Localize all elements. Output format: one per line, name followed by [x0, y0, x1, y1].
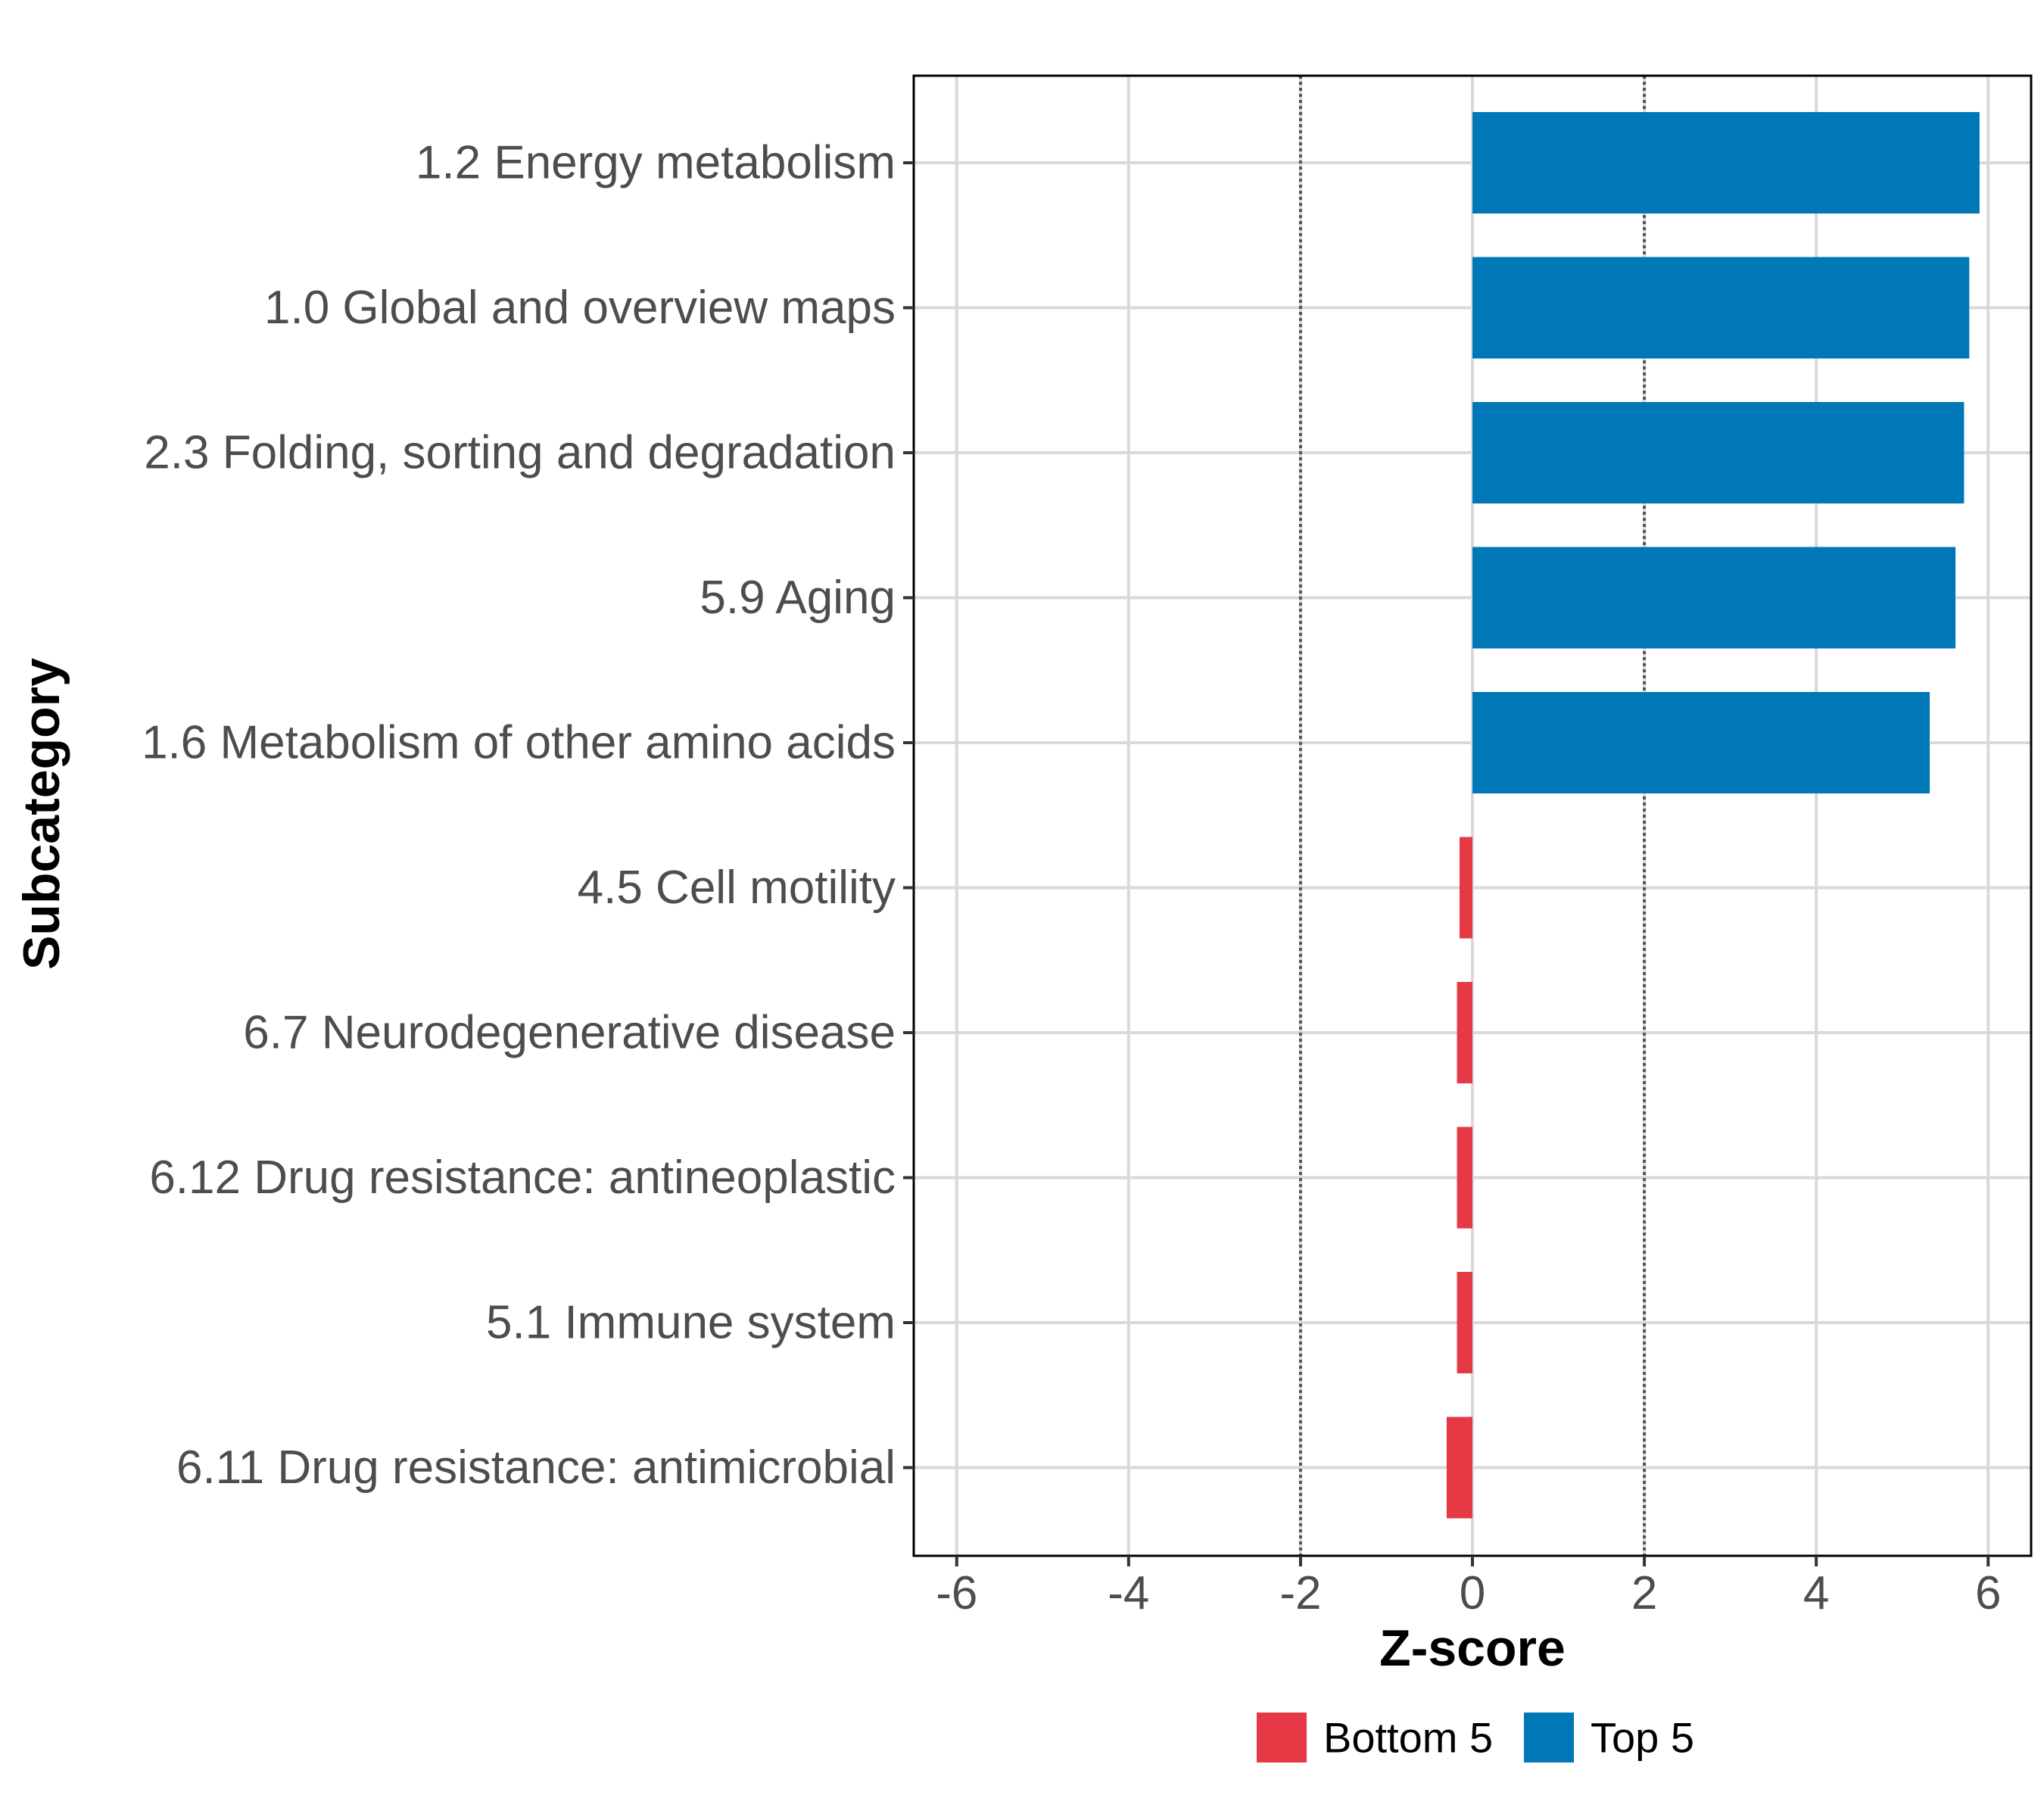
- y-tick-label: 1.2 Energy metabolism: [416, 137, 896, 189]
- legend: Bottom 5 Top 5: [1257, 1713, 1694, 1762]
- x-tick-label: 0: [1460, 1567, 1485, 1619]
- y-tick-label: 5.9 Aging: [700, 572, 896, 624]
- bar: [1472, 257, 1970, 359]
- bar: [1457, 982, 1472, 1083]
- y-tick-label: 2.3 Folding, sorting and degradation: [144, 427, 896, 479]
- y-tick-label: 4.5 Cell motility: [578, 862, 896, 914]
- y-tick-label: 1.0 Global and overview maps: [264, 282, 896, 334]
- y-axis-ticks: 1.2 Energy metabolism 1.0 Global and over…: [142, 137, 914, 1494]
- x-tick-label: -2: [1279, 1567, 1321, 1619]
- bar: [1472, 547, 1956, 649]
- x-tick-label: 6: [1975, 1567, 2001, 1619]
- legend-label: Bottom 5: [1323, 1714, 1493, 1762]
- bar: [1457, 1272, 1472, 1373]
- x-tick-label: 4: [1803, 1567, 1829, 1619]
- x-axis-title: Z-score: [1379, 1619, 1566, 1677]
- bar: [1472, 692, 1930, 793]
- bar: [1472, 402, 1965, 503]
- y-tick-label: 6.7 Neurodegenerative disease: [243, 1007, 896, 1059]
- bar: [1472, 112, 1980, 213]
- y-axis-title: Subcategory: [13, 658, 70, 970]
- legend-swatch: [1257, 1713, 1307, 1762]
- legend-label: Top 5: [1591, 1714, 1694, 1762]
- bar: [1446, 1417, 1472, 1519]
- x-tick-label: -4: [1108, 1567, 1149, 1619]
- reference-lines: [1298, 76, 1647, 1556]
- bars: [1446, 112, 1980, 1519]
- x-tick-label: 2: [1631, 1567, 1657, 1619]
- x-tick-label: -6: [936, 1567, 977, 1619]
- y-tick-label: 6.11 Drug resistance: antimicrobial: [176, 1441, 896, 1494]
- x-axis-ticks: -6 -4 -2 0 2 4 6: [936, 1556, 2001, 1619]
- y-tick-label: 1.6 Metabolism of other amino acids: [142, 717, 896, 769]
- legend-swatch: [1524, 1713, 1574, 1762]
- bar: [1459, 837, 1472, 939]
- y-tick-label: 5.1 Immune system: [486, 1297, 896, 1349]
- y-tick-label: 6.12 Drug resistance: antineoplastic: [149, 1152, 896, 1204]
- bar: [1457, 1127, 1472, 1229]
